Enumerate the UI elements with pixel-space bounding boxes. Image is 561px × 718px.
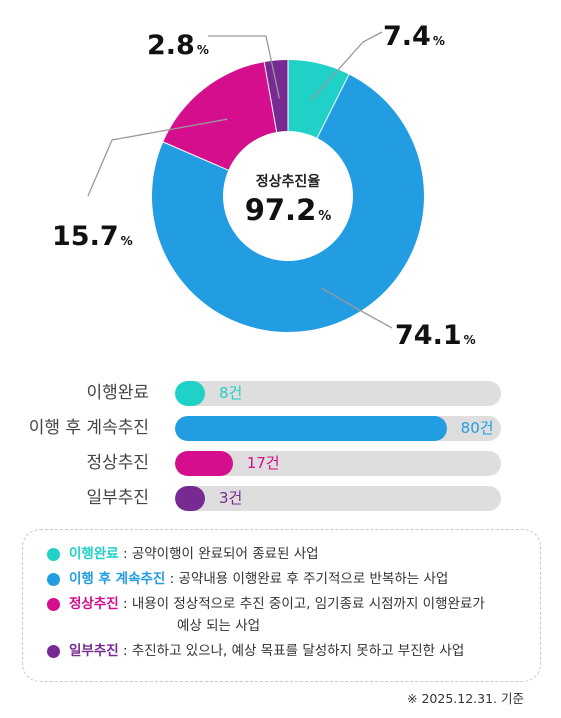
donut-slice-continuing — [152, 74, 424, 333]
leader-line-partial — [208, 35, 281, 99]
legend-separator: : — [118, 546, 132, 562]
legend-text: 정상추진 : 내용이 정상적으로 추진 중이고, 임기종료 시점까지 이행완료가 — [69, 593, 485, 615]
leader-line-on-track — [87, 118, 228, 197]
bar-value-label: 17건 — [246, 454, 280, 472]
legend-text: 이행완료 : 공약이행이 완료되어 종료된 사업 — [69, 543, 319, 565]
legend-description: 내용이 정상적으로 추진 중이고, 임기종료 시점까지 이행완료가 — [131, 596, 485, 612]
bar-row-on-track: 정상추진 17건 — [0, 450, 561, 476]
donut-chart: 7.4 % 74.1 % 15.7 % 2.8% 정상추진율 97.2% — [52, 21, 476, 351]
legend-separator: : — [118, 596, 132, 612]
bar-value-label: 3건 — [219, 489, 243, 507]
slice-separator — [316, 74, 350, 139]
donut-slice-on-track — [163, 62, 277, 171]
center-value-unit: % — [318, 209, 331, 224]
bar-row-partial: 일부추진 3건 — [0, 485, 561, 511]
legend-description: 추진하고 있으나, 예상 목표를 달성하지 못하고 부진한 사업 — [131, 643, 465, 659]
reference-date-note: ※ 2025.12.31. 기준 — [407, 691, 524, 706]
bar-value-label: 8건 — [219, 384, 243, 402]
bar-category-label: 이행 후 계속추진 — [28, 418, 149, 438]
donut-slice-completed — [288, 60, 349, 138]
legend-description: 공약내용 이행완료 후 주기적으로 반복하는 사업 — [178, 571, 449, 587]
leader-line-continuing — [321, 287, 393, 329]
legend-term: 이행 후 계속추진 — [69, 571, 166, 587]
legend-description-continued: 예상 되는 사업 — [177, 618, 261, 634]
slice-percent-label-on-track: 15.7% — [52, 221, 133, 252]
leader-line-completed — [310, 31, 383, 102]
bar-track — [175, 486, 501, 511]
slice-percent-label-partial: 2.8% — [147, 30, 209, 61]
bar-completed — [175, 381, 205, 406]
legend-text: 일부추진 : 추진하고 있으나, 예상 목표를 달성하지 못하고 부진한 사업 — [69, 640, 464, 662]
slice-percent-label-completed: 7.4% — [383, 21, 445, 52]
legend-dot-icon — [47, 548, 60, 561]
slice-separator — [162, 141, 229, 171]
legend-dot-icon — [47, 598, 60, 611]
bar-value-label: 80건 — [460, 419, 494, 437]
center-value: 97.2% — [245, 193, 332, 227]
legend-separator: : — [165, 571, 179, 587]
center-value-number: 97.2 — [245, 193, 317, 227]
legend-dot-icon — [47, 645, 60, 658]
bar-category-label: 정상추진 — [86, 453, 149, 473]
bar-row-completed: 이행완료 8건 — [0, 380, 561, 406]
donut-slice-partial — [264, 60, 288, 133]
bar-continuing — [175, 416, 447, 441]
bar-on-track — [175, 451, 233, 476]
slice-separator — [263, 62, 278, 133]
legend-text: 이행 후 계속추진 : 공약내용 이행완료 후 주기적으로 반복하는 사업 — [69, 568, 448, 590]
legend-term: 정상추진 — [69, 596, 119, 612]
bar-track — [175, 451, 501, 476]
legend-term: 일부추진 — [69, 643, 119, 659]
legend-term: 이행완료 — [69, 546, 119, 562]
bar-row-continuing: 이행 후 계속추진 80건 — [0, 415, 561, 441]
legend-dot-icon — [47, 573, 60, 586]
bar-category-label: 이행완료 — [86, 383, 149, 403]
slice-percent-label-continuing: 74.1% — [395, 320, 476, 351]
legend-description: 공약이행이 완료되어 종료된 사업 — [131, 546, 319, 562]
legend-separator: : — [118, 643, 132, 659]
bar-category-label: 일부추진 — [86, 488, 149, 508]
bar-track — [175, 416, 501, 441]
bar-partial — [175, 486, 205, 511]
bar-track — [175, 381, 501, 406]
center-label: 정상추진율 — [256, 173, 321, 190]
